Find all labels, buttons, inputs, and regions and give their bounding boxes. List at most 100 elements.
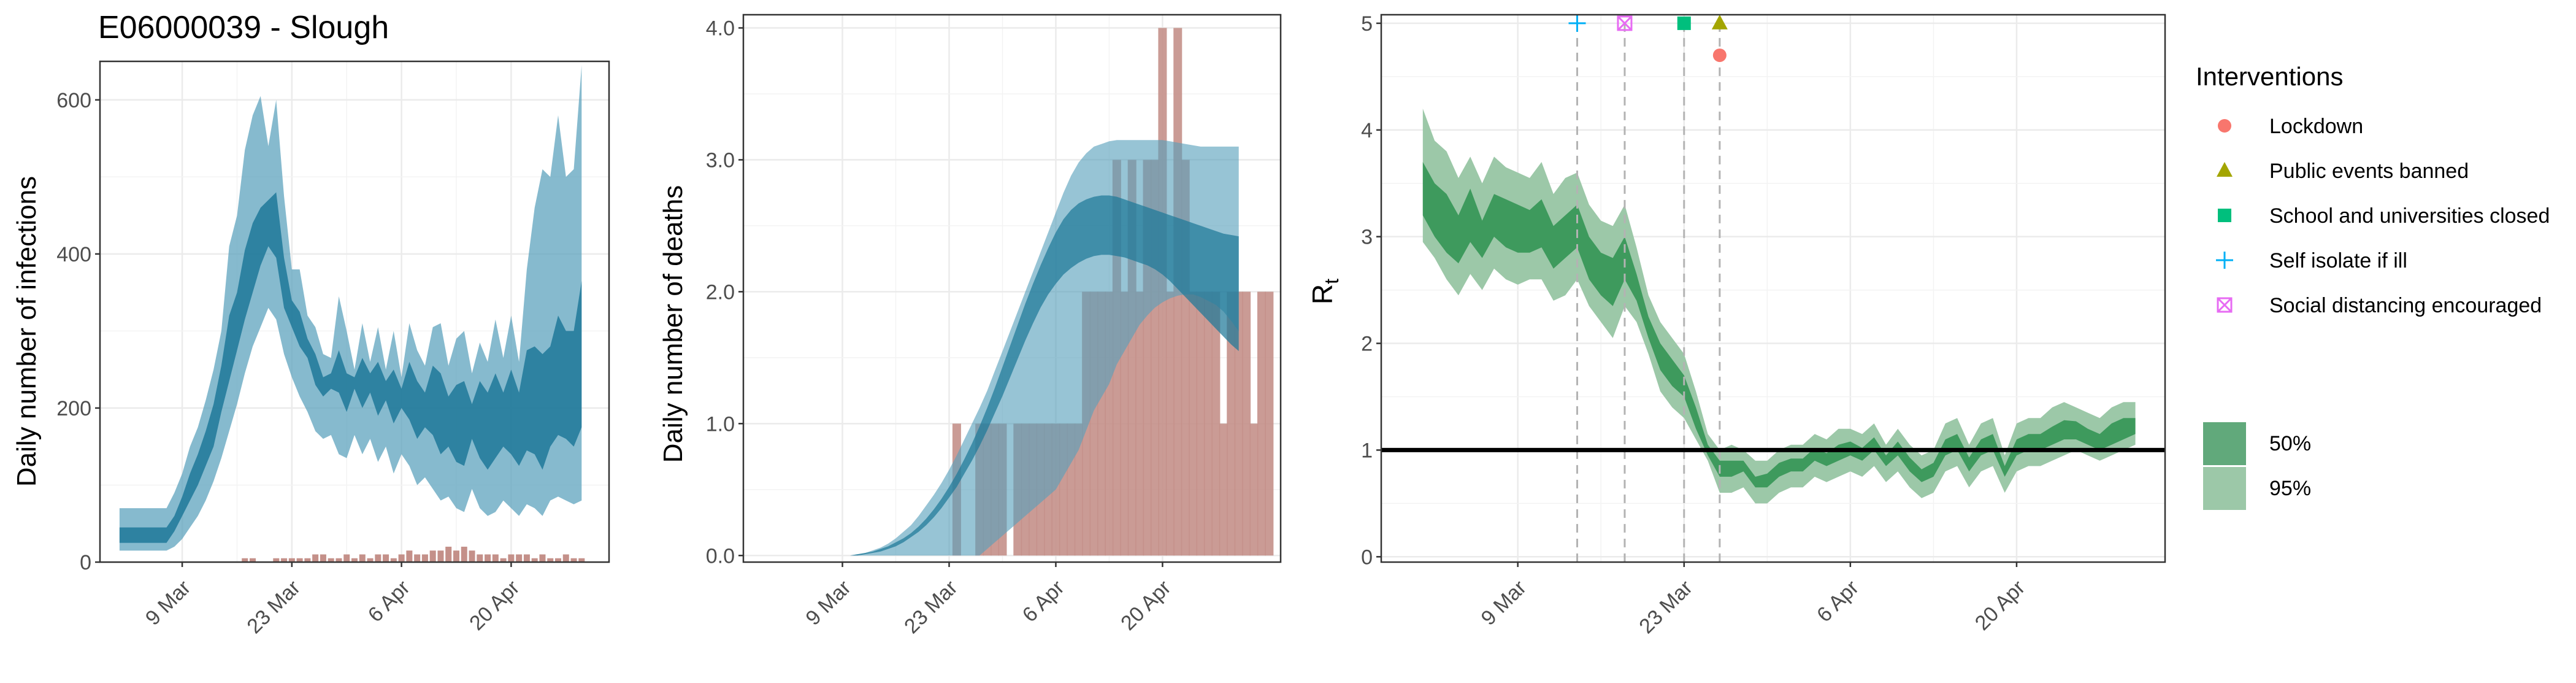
infections-bar <box>250 558 256 562</box>
deaths-y-label: Daily number of deaths <box>658 185 688 463</box>
infections-bar <box>469 550 475 562</box>
lockdown-marker <box>1712 48 1727 63</box>
x-tick-label: 23 Mar <box>1635 576 1697 638</box>
panel-border <box>99 60 610 563</box>
x-tick-label: 20 Apr <box>1116 576 1175 635</box>
panel-border <box>1380 14 2166 563</box>
legend-band-label: 95% <box>2269 477 2311 500</box>
x-tick-label: 6 Apr <box>1018 576 1069 627</box>
infections-bar <box>492 554 499 562</box>
public-events-marker <box>1711 14 1728 29</box>
panel-border <box>742 14 1282 563</box>
x-tick-label: 9 Mar <box>1477 576 1531 630</box>
legend-item-label: School and universities closed <box>2269 204 2550 228</box>
infections-bar <box>421 554 428 562</box>
y-tick-label: 0 <box>1361 546 1373 569</box>
deaths-bar <box>1242 291 1251 556</box>
y-tick-label: 600 <box>56 89 91 112</box>
legend-bands: 50% 95% <box>2203 422 2311 510</box>
x-tick-label: 6 Apr <box>1812 576 1863 627</box>
infections-panel: 0 200 400 600 9 Mar 23 Mar 6 Apr 20 Apr <box>56 60 610 638</box>
rt-y-label: Rt <box>1306 279 1343 304</box>
infections-bar <box>477 554 483 562</box>
infections-bar <box>531 558 538 562</box>
infections-bar <box>281 558 288 562</box>
infections-bar <box>383 554 389 562</box>
infections-band-50 <box>119 192 582 543</box>
legend-item-label: Self isolate if ill <box>2269 249 2407 272</box>
x-tick-label: 20 Apr <box>465 576 524 635</box>
legend-title: Interventions <box>2196 62 2343 91</box>
infections-bar <box>461 546 467 562</box>
infections-bar <box>523 554 530 562</box>
deaths-bar <box>1135 291 1144 556</box>
x-tick-label: 23 Mar <box>900 576 962 638</box>
deaths-bar <box>1203 291 1213 556</box>
legend-band-swatch <box>2203 467 2246 510</box>
infections-bar <box>367 558 374 562</box>
legend-schools-icon <box>2218 209 2231 222</box>
infections-y-label: Daily number of infections <box>12 176 42 487</box>
deaths-bar <box>1196 291 1205 556</box>
infections-bar <box>390 558 397 562</box>
infections-bar <box>296 558 303 562</box>
legend-items: Lockdown Public events banned School and u… <box>2216 115 2550 317</box>
infections-bar <box>320 554 326 562</box>
y-tick-label: 5 <box>1361 12 1373 36</box>
y-tick-label: 0 <box>80 551 91 574</box>
infections-bar <box>485 554 491 562</box>
infections-bar <box>453 550 459 562</box>
legend-item-label: Lockdown <box>2269 115 2363 138</box>
legend-lockdown-icon <box>2218 119 2231 133</box>
infections-bar <box>414 554 421 562</box>
y-tick-label: 200 <box>56 397 91 420</box>
y-tick-label: 4 <box>1361 119 1373 142</box>
rt-band-50 <box>1422 162 2136 488</box>
infections-bar <box>304 558 311 562</box>
deaths-bar <box>1219 423 1228 556</box>
y-tick-label: 2.0 <box>706 280 735 304</box>
deaths-band-50 <box>781 195 1239 556</box>
figure-title: E06000039 - Slough <box>98 10 389 45</box>
infections-bar <box>578 558 585 562</box>
y-tick-label: 3 <box>1361 226 1373 249</box>
infections-bar <box>437 550 444 562</box>
x-tick-label: 20 Apr <box>1971 576 2030 635</box>
infections-bar <box>375 554 381 562</box>
legend-item-label: Public events banned <box>2269 160 2469 183</box>
y-tick-label: 4.0 <box>706 17 735 40</box>
deaths-bar <box>1249 423 1259 556</box>
infections-bar <box>312 554 319 562</box>
rt-y-label-main: R <box>1306 284 1338 304</box>
legend-band-label: 50% <box>2269 432 2311 455</box>
x-tick-label: 9 Mar <box>801 576 855 630</box>
infections-bar <box>335 558 342 562</box>
deaths-bar <box>1234 291 1243 556</box>
infections-bar <box>539 554 546 562</box>
infections-bar <box>547 558 554 562</box>
deaths-bar <box>1165 291 1175 556</box>
y-tick-label: 1 <box>1361 439 1373 462</box>
infections-bar <box>562 554 569 562</box>
infections-bar <box>445 546 452 562</box>
infections-bar <box>429 550 436 562</box>
infections-bar <box>508 554 515 562</box>
schools-closed-marker <box>1677 16 1691 30</box>
rt-y-label-subscript: t <box>1321 279 1343 284</box>
deaths-bar <box>1211 291 1221 556</box>
deaths-bar <box>1257 291 1266 556</box>
infections-bar <box>398 554 405 562</box>
deaths-bar <box>1074 423 1083 556</box>
y-tick-label: 2 <box>1361 333 1373 356</box>
y-tick-label: 3.0 <box>706 149 735 172</box>
infections-bar <box>570 558 577 562</box>
social-distancing-marker <box>1617 15 1633 31</box>
infections-bar <box>328 558 334 562</box>
deaths-bar <box>1265 291 1274 556</box>
deaths-bar <box>1120 291 1129 556</box>
infections-bar <box>406 550 413 562</box>
legend-band-swatch <box>2203 422 2246 465</box>
rt-panel: 0 1 2 3 4 5 9 Mar 23 Mar 6 Apr 20 Apr <box>1361 12 2166 638</box>
legend: Interventions Lockdown Public events bann… <box>2196 62 2550 510</box>
